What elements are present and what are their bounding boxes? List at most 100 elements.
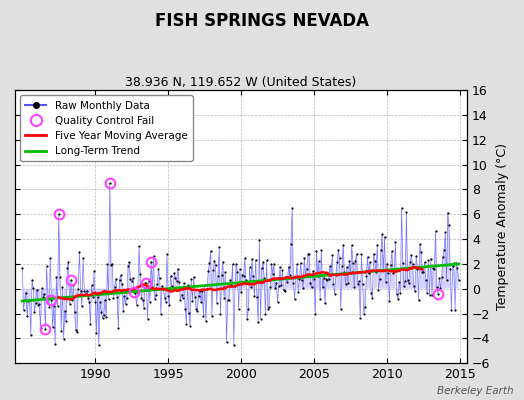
Point	[133, 302, 141, 308]
Point	[211, 262, 220, 268]
Point	[394, 296, 402, 302]
Point	[304, 250, 312, 257]
Point	[62, 318, 70, 324]
Point	[279, 287, 288, 294]
Point	[278, 266, 287, 273]
Point	[359, 311, 368, 317]
Point	[256, 316, 265, 322]
Point	[141, 280, 149, 286]
Point	[368, 295, 377, 301]
Point	[358, 281, 367, 287]
Point	[331, 291, 339, 298]
Point	[41, 326, 50, 333]
Point	[114, 325, 123, 332]
Point	[384, 270, 392, 277]
Point	[378, 231, 386, 237]
Point	[130, 289, 138, 295]
Point	[299, 284, 307, 291]
Point	[403, 277, 412, 284]
Point	[241, 255, 249, 261]
Point	[96, 299, 104, 305]
Point	[115, 277, 124, 283]
Point	[226, 276, 234, 283]
Point	[173, 266, 182, 272]
Point	[238, 272, 246, 278]
Point	[392, 291, 401, 297]
Point	[27, 332, 35, 338]
Point	[271, 285, 279, 292]
Point	[297, 260, 305, 266]
Point	[158, 282, 166, 289]
Point	[441, 229, 450, 235]
Point	[258, 265, 266, 271]
Point	[51, 340, 59, 347]
Point	[416, 241, 424, 247]
Point	[270, 260, 278, 267]
Point	[283, 279, 291, 286]
Y-axis label: Temperature Anomaly (°C): Temperature Anomaly (°C)	[496, 143, 509, 310]
Point	[198, 288, 206, 294]
Point	[43, 293, 52, 299]
Point	[373, 242, 381, 249]
Point	[107, 262, 115, 268]
Point	[308, 284, 316, 290]
Point	[202, 318, 210, 324]
Point	[445, 222, 453, 229]
Point	[363, 254, 372, 260]
Point	[287, 240, 295, 247]
Point	[192, 305, 200, 312]
Point	[242, 276, 250, 283]
Point	[159, 286, 168, 292]
Point	[309, 268, 317, 274]
Point	[75, 248, 84, 255]
Point	[85, 298, 93, 305]
Point	[80, 288, 89, 294]
Point	[228, 261, 237, 268]
Point	[289, 279, 298, 286]
Point	[188, 298, 196, 304]
Point	[103, 261, 112, 267]
Point	[446, 266, 454, 272]
Point	[58, 284, 67, 290]
Point	[345, 257, 354, 264]
Point	[261, 311, 270, 317]
Point	[156, 275, 164, 281]
Point	[401, 278, 409, 284]
Point	[61, 308, 69, 314]
Point	[210, 258, 219, 264]
Point	[104, 296, 113, 302]
Point	[142, 280, 150, 286]
Point	[45, 303, 53, 310]
Point	[419, 269, 428, 275]
Point	[260, 274, 268, 281]
Point	[353, 251, 361, 257]
Point	[366, 259, 374, 265]
Point	[224, 296, 232, 303]
Point	[405, 280, 413, 286]
Point	[342, 281, 350, 287]
Point	[442, 276, 451, 283]
Point	[225, 296, 233, 303]
Point	[285, 264, 293, 270]
Point	[20, 297, 29, 304]
Point	[395, 279, 403, 285]
Point	[143, 316, 151, 322]
Point	[161, 298, 170, 305]
Point	[175, 279, 183, 285]
Point	[165, 302, 173, 308]
Point	[214, 273, 222, 280]
Point	[137, 294, 146, 301]
Point	[108, 260, 116, 267]
Point	[282, 275, 290, 281]
Point	[329, 281, 337, 287]
Point	[372, 268, 380, 275]
Point	[367, 290, 375, 296]
Point	[286, 272, 294, 278]
Point	[70, 308, 79, 315]
Point	[206, 248, 215, 254]
Point	[325, 263, 334, 270]
Point	[233, 268, 242, 275]
Point	[300, 254, 309, 261]
Point	[119, 308, 127, 314]
Point	[339, 242, 347, 248]
